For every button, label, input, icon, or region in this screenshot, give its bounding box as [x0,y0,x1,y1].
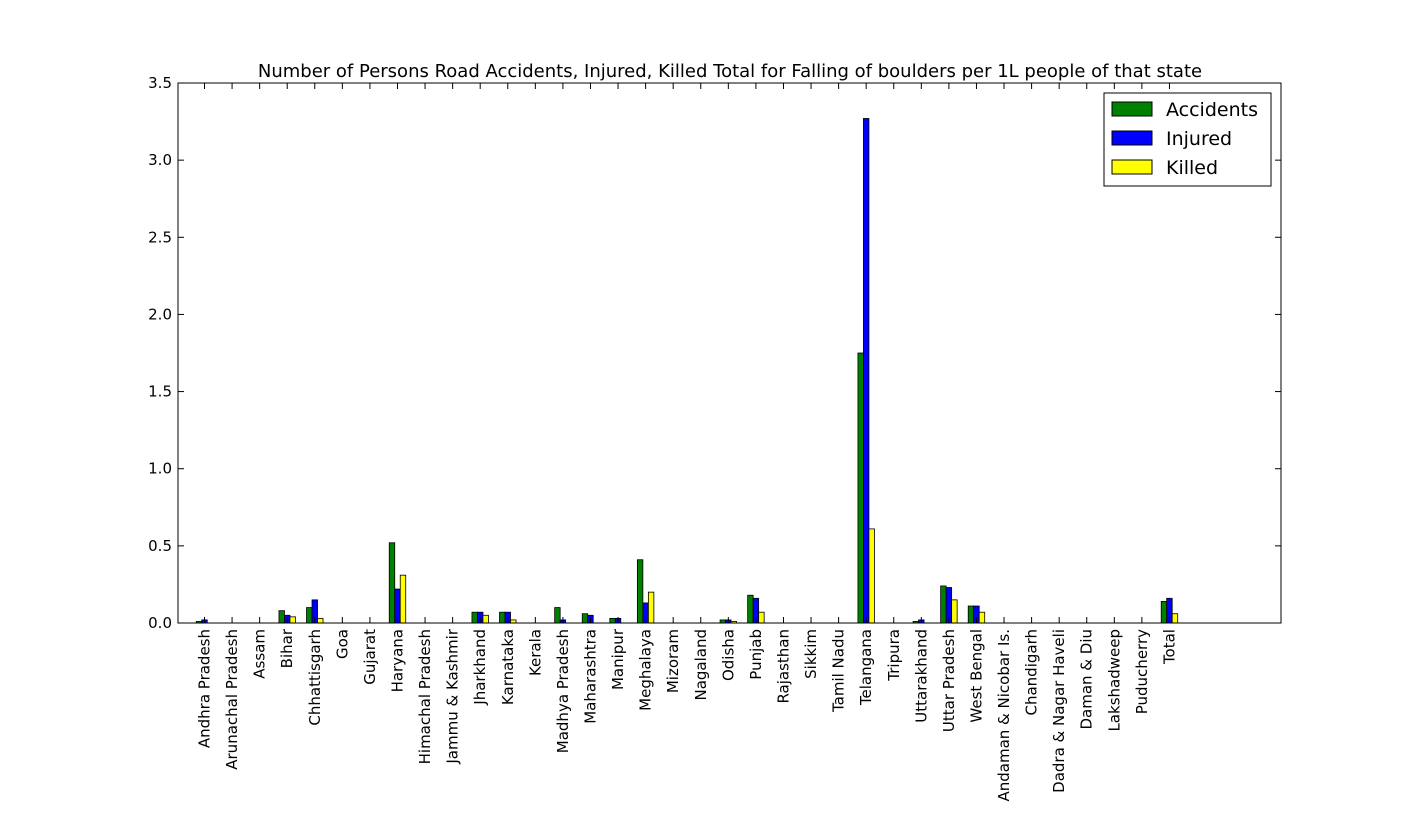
legend-label-injured: Injured [1166,128,1232,150]
x-tick-label: Kerala [526,629,544,676]
bar-accidents-15 [609,617,616,624]
x-tick-label: Haryana [388,629,406,692]
bar-killed-20 [758,611,765,624]
bar-killed-3 [289,616,296,624]
y-tick-label: 2.5 [148,228,172,246]
bar-accidents-11 [499,611,506,624]
x-tick-label: West Bengal [967,629,985,723]
x-tick-label: Tamil Nadu [830,629,848,713]
x-tick-label: Sikkim [802,629,820,679]
x-tick-label: Lakshadweep [1105,629,1123,732]
x-tick-label: Maharashtra [581,629,599,724]
x-tick-label: Dadra & Nagar Haveli [1050,629,1068,793]
x-tick-label: Andaman & Nicobar Is. [995,629,1013,802]
legend-label-killed: Killed [1166,157,1218,179]
x-tick-label: Total [1160,629,1178,665]
bar-accidents-27 [940,585,947,624]
bar-killed-10 [482,614,489,624]
x-tick-label: Telangana [857,629,875,706]
bar-accidents-13 [554,607,561,624]
bar-accidents-3 [278,610,285,624]
bar-accidents-10 [471,611,478,624]
x-tick-label: Uttarakhand [912,629,930,723]
x-tick-label: Puducherry [1133,629,1151,714]
y-tick-label: 3.5 [148,74,172,92]
bar-accidents-24 [857,352,864,624]
bar-killed-16 [647,591,655,624]
x-tick-label: Jammu & Kashmir [444,628,462,764]
x-tick-label: Arunachal Pradesh [223,629,241,770]
legend-swatch-killed [1111,159,1153,175]
x-tick-label: Uttar Pradesh [940,629,958,732]
bar-killed-24 [868,528,875,624]
bar-accidents-28 [967,605,975,624]
bar-accidents-35 [1160,601,1168,624]
x-tick-label: Karnataka [499,629,517,705]
bar-accidents-7 [388,542,396,624]
y-axis: 0.0 0.5 1.0 1.5 2.0 2.5 3.0 3.5 [148,74,1281,632]
legend-label-accidents: Accidents [1166,99,1258,121]
legend-swatch-accidents [1111,101,1153,117]
x-tick-label: Madhya Pradesh [554,629,572,753]
x-tick-label: Odisha [719,629,737,681]
y-tick-label: 1.5 [148,383,172,401]
legend-swatch-injured [1111,130,1153,146]
legend: Accidents Injured Killed [1103,92,1272,187]
bar-accidents-14 [581,613,589,624]
x-tick-label: Daman & Diu [1078,629,1096,730]
x-tick-label: Tripura [885,629,903,682]
chart-title: Number of Persons Road Accidents, Injure… [258,61,1202,82]
bar-killed-27 [951,599,958,624]
x-tick-label: Jharkhand [471,629,489,706]
x-tick-label: Assam [251,629,269,679]
x-tick-label: Chhattisgarh [306,629,324,726]
x-tick-label: Gujarat [361,629,379,685]
x-axis: Andhra Pradesh Arunachal Pradesh Assam Biha… [196,83,1178,802]
bar-accidents-4 [306,607,313,624]
x-tick-label: Nagaland [692,629,710,701]
x-tick-label: Himachal Pradesh [416,629,434,764]
x-tick-label: Bihar [278,628,296,668]
bar-killed-35 [1171,613,1179,624]
x-tick-label: Meghalaya [637,629,655,711]
y-tick-label: 2.0 [148,305,172,323]
x-tick-label: Chandigarh [1023,629,1041,716]
plot-area-frame [177,82,1282,624]
bar-injured-24 [863,118,870,624]
bar-accidents-20 [747,594,754,624]
x-tick-label: Mizoram [664,629,682,693]
y-tick-label: 3.0 [148,151,172,169]
x-tick-label: Punjab [747,629,765,680]
bar-killed-7 [399,574,407,624]
x-tick-label: Goa [333,629,351,659]
y-tick-label: 0.5 [148,537,172,555]
x-tick-label: Manipur [609,628,627,690]
x-tick-label: Andhra Pradesh [196,629,214,748]
bar-killed-4 [317,617,324,624]
y-tick-label: 0.0 [148,614,172,632]
bar-killed-28 [978,611,986,624]
bars-group [195,118,1179,624]
x-tick-label: Rajasthan [774,629,792,704]
bar-accidents-16 [636,559,644,624]
y-tick-label: 1.0 [148,460,172,478]
